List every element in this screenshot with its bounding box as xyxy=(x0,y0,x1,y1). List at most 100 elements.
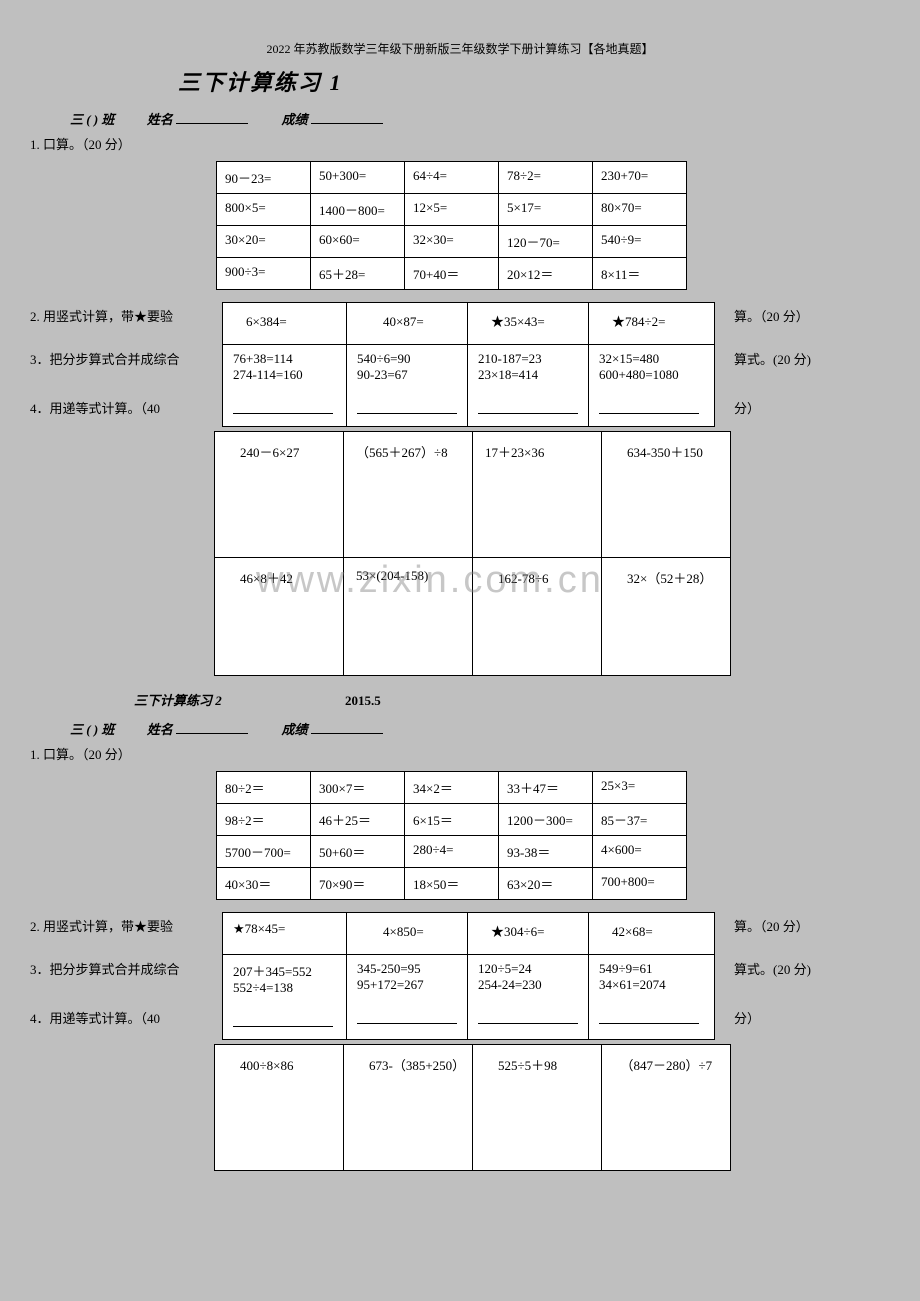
table-cell: 65＋28= xyxy=(311,258,405,290)
table-cell: 32×（52＋28） xyxy=(602,558,731,676)
table-cell: 18×50＝ xyxy=(405,868,499,900)
table-cell: 93-38＝ xyxy=(499,836,593,868)
vertical-calc-table-1: 6×384= 40×87= ★35×43= ★784÷2=76+38=11427… xyxy=(222,302,715,427)
section-1-2-left: 2. 用竖式计算，带★要验 xyxy=(30,306,212,325)
table-cell: 85－37= xyxy=(593,804,687,836)
section-2-3-right: 算式。(20 分) xyxy=(734,959,811,978)
subtitle-text: 三下计算练习 2 xyxy=(134,693,222,708)
table-cell: 25×3= xyxy=(593,772,687,804)
table-cell: 80×70= xyxy=(593,194,687,226)
main-title-1: 三下计算练习 1 xyxy=(178,65,890,97)
section-1-2-right: 算。（20 分） xyxy=(734,306,811,325)
table-cell: 80÷2＝ xyxy=(217,772,311,804)
table-cell: 50+300= xyxy=(311,162,405,194)
section-1-3-right: 算式。(20 分) xyxy=(734,349,811,368)
table-cell: 300×7＝ xyxy=(311,772,405,804)
table-cell: 60×60= xyxy=(311,226,405,258)
table-cell: 70×90＝ xyxy=(311,868,405,900)
score-blank-2 xyxy=(311,733,383,734)
mental-math-table-2: 80÷2＝300×7＝34×2＝33＋47＝25×3= 98÷2＝46＋25＝6×… xyxy=(216,771,687,900)
table-cell: 400÷8×86 xyxy=(215,1045,344,1171)
table-cell: 120÷5=24254-24=230 xyxy=(468,955,589,1040)
info-line-1: 三 ( ) 班 姓名 成绩 xyxy=(70,109,890,128)
table-cell: 5×17= xyxy=(499,194,593,226)
section-2-2-left: 2. 用竖式计算，带★要验 xyxy=(30,916,212,935)
table-cell: （847－280）÷7 xyxy=(602,1045,731,1171)
table-cell: 40×87= xyxy=(347,303,468,345)
table-cell: 540÷9= xyxy=(593,226,687,258)
table-cell: 800×5= xyxy=(217,194,311,226)
table-cell: 120－70= xyxy=(499,226,593,258)
name-label-2: 姓名 xyxy=(147,722,173,737)
table-cell: 525÷5＋98 xyxy=(473,1045,602,1171)
table-cell: 207＋345=552552÷4=138 xyxy=(223,955,347,1040)
section-2-3-left: 3．把分步算式合并成综合 xyxy=(30,959,212,978)
vertical-calc-table-2: ★78×45= 4×850= ★304÷6= 42×68= 207＋345=552… xyxy=(222,912,715,1040)
table-cell: 64÷4= xyxy=(405,162,499,194)
table-cell: 162-78÷6 xyxy=(473,558,602,676)
name-label: 姓名 xyxy=(147,112,173,127)
name-blank-2 xyxy=(176,733,248,734)
table-cell: 30×20= xyxy=(217,226,311,258)
table-cell: ★78×45= xyxy=(223,913,347,955)
table-cell: 70+40＝ xyxy=(405,258,499,290)
table-cell: 32×30= xyxy=(405,226,499,258)
info-line-2: 三 ( ) 班 姓名 成绩 xyxy=(70,719,890,738)
subtitle-2: 三下计算练习 2 2015.5 xyxy=(134,690,890,709)
table-cell: 8×11＝ xyxy=(593,258,687,290)
class-label-2: 三 ( ) 班 xyxy=(70,722,114,737)
table-cell: 42×68= xyxy=(589,913,715,955)
table-cell: 20×12＝ xyxy=(499,258,593,290)
table-cell: 634-350＋150 xyxy=(602,432,731,558)
table-cell: 46＋25＝ xyxy=(311,804,405,836)
table-cell: 210-187=2323×18=414 xyxy=(468,345,589,427)
table-cell: 63×20＝ xyxy=(499,868,593,900)
section-2-2-right: 算。（20 分） xyxy=(734,916,811,935)
table-cell: （565＋267）÷8 xyxy=(344,432,473,558)
table-cell: ★304÷6= xyxy=(468,913,589,955)
section-1-4-left: 4．用递等式计算。（40 xyxy=(30,398,212,417)
table-cell: 53×(204-158) xyxy=(344,558,473,676)
table-cell: 12×5= xyxy=(405,194,499,226)
table-cell: 6×15＝ xyxy=(405,804,499,836)
table-cell: 50+60＝ xyxy=(311,836,405,868)
table-cell: 540÷6=90 90-23=67 xyxy=(347,345,468,427)
mental-math-table-1: 90－23=50+300=64÷4=78÷2=230+70= 800×5=1400… xyxy=(216,161,687,290)
table-cell: ★35×43= xyxy=(468,303,589,345)
class-label: 三 ( ) 班 xyxy=(70,112,114,127)
table-cell: 5700－700= xyxy=(217,836,311,868)
table-cell: 700+800= xyxy=(593,868,687,900)
table-cell: 1400－800= xyxy=(311,194,405,226)
score-label: 成绩 xyxy=(281,112,307,127)
section-1-1: 1. 口算。（20 分） xyxy=(30,134,890,153)
table-cell: 4×850= xyxy=(347,913,468,955)
table-cell: 230+70= xyxy=(593,162,687,194)
table-cell: 90－23= xyxy=(217,162,311,194)
table-cell: ★784÷2= xyxy=(589,303,715,345)
section-1-3-left: 3．把分步算式合并成综合 xyxy=(30,349,212,368)
step-calc-table-1: 240－6×27（565＋267）÷817＋23×36 634-350＋150 … xyxy=(214,431,731,676)
table-cell: 673-（385+250） xyxy=(344,1045,473,1171)
table-cell: 76+38=114274-114=160 xyxy=(223,345,347,427)
doc-header: 2022 年苏教版数学三年级下册新版三年级数学下册计算练习【各地真题】 xyxy=(30,40,890,57)
table-cell: 17＋23×36 xyxy=(473,432,602,558)
table-cell: 240－6×27 xyxy=(215,432,344,558)
score-label-2: 成绩 xyxy=(281,722,307,737)
section-1-4-right: 分） xyxy=(734,398,811,417)
section-2-4-right: 分） xyxy=(734,1008,811,1027)
table-cell: 33＋47＝ xyxy=(499,772,593,804)
table-cell: 4×600= xyxy=(593,836,687,868)
table-cell: 900÷3= xyxy=(217,258,311,290)
table-cell: 78÷2= xyxy=(499,162,593,194)
step-calc-table-2: 400÷8×86 673-（385+250） 525÷5＋98 （847－280… xyxy=(214,1044,731,1171)
table-cell: 98÷2＝ xyxy=(217,804,311,836)
table-cell: 1200－300= xyxy=(499,804,593,836)
section-2-4-left: 4．用递等式计算。（40 xyxy=(30,1008,212,1027)
subtitle-date: 2015.5 xyxy=(345,693,381,708)
table-cell: 34×2＝ xyxy=(405,772,499,804)
table-cell: 549÷9=6134×61=2074 xyxy=(589,955,715,1040)
table-cell: 32×15=480600+480=1080 xyxy=(589,345,715,427)
table-cell: 40×30＝ xyxy=(217,868,311,900)
score-blank xyxy=(311,123,383,124)
table-cell: 46×8＋42 xyxy=(215,558,344,676)
